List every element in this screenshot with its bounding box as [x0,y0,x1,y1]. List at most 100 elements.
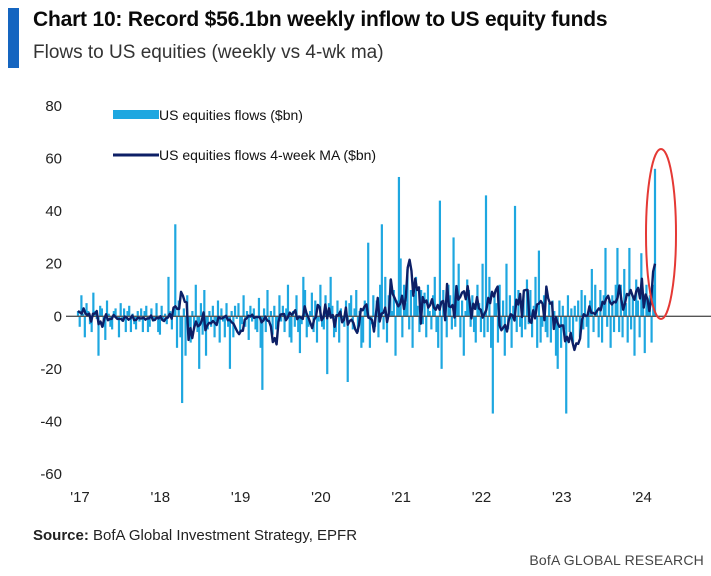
weekly-flow-bar [331,305,334,317]
weekly-flow-bar [285,308,288,317]
weekly-flow-bar [198,316,201,369]
weekly-flow-bar [524,316,527,330]
weekly-flow-bar [594,284,597,317]
weekly-flow-bar [220,308,223,317]
weekly-flow-bar [82,313,85,317]
weekly-flow-bar [401,316,404,338]
weekly-flow-bar [512,305,515,317]
weekly-flow-bar [631,295,634,317]
weekly-flow-bar [283,316,286,333]
weekly-flow-bar [124,316,127,333]
legend-label-line: US equities flows 4-week MA ($bn) [159,147,376,163]
weekly-flow-bar [315,316,319,343]
weekly-flow-bar [361,316,365,343]
weekly-flow-bar [80,295,83,317]
weekly-flow-bar [590,268,593,317]
weekly-flow-bar [565,316,568,414]
x-axis-ticks: '17 '18 '19 '20 '21 '22 '23 '24 [70,489,652,506]
weekly-flow-bar [650,316,653,343]
weekly-flow-bar [392,290,395,317]
weekly-flow-bar [254,316,257,330]
y-tick-label: -40 [40,413,62,430]
weekly-flow-bar [237,303,240,317]
weekly-flow-bar [145,305,148,317]
weekly-flow-bar [215,316,218,322]
y-tick-label: 20 [45,256,62,273]
weekly-flow-bar [414,276,418,317]
weekly-flow-bar [227,316,230,327]
weekly-flow-bar [216,300,220,317]
weekly-flow-bar [628,247,631,317]
weekly-flow-bar [181,316,184,404]
weekly-flow-bar [184,316,187,356]
weekly-flow-bar [503,316,506,356]
weekly-flow-bar [273,305,276,317]
weekly-flow-bar [257,297,261,317]
weekly-flow-bar [256,316,259,333]
weekly-flow-bar [158,316,162,335]
weekly-flow-bar [397,176,401,317]
weekly-flow-bar [239,316,242,333]
weekly-flow-bar [107,313,110,317]
weekly-flow-bar [379,284,382,317]
weekly-flow-bar [653,168,657,317]
ma-4week-line [77,258,657,352]
weekly-flow-bar [129,316,133,333]
weekly-flow-bar [162,316,165,322]
weekly-flow-bar [643,316,646,354]
weekly-flow-bar [421,316,424,325]
weekly-flow-bar [602,295,605,317]
weekly-flow-bar [119,303,122,317]
weekly-flow-bar [508,295,511,317]
weekly-flow-bar [140,308,143,317]
weekly-flow-bar [595,311,599,317]
weekly-flow-bar [350,295,353,317]
weekly-flow-bar [626,316,629,343]
weekly-flow-bar [501,300,505,317]
weekly-flow-bar [252,308,255,317]
source-text: BofA Global Investment Strategy, EPFR [93,527,358,544]
weekly-flow-bar [479,316,482,333]
brand-label: BofA GLOBAL RESEARCH [529,552,704,568]
weekly-flow-bar [575,316,578,322]
weekly-flow-bar [587,316,590,348]
weekly-flow-bar [490,316,493,348]
weekly-flow-bar [491,316,494,414]
weekly-flow-bar [268,316,271,322]
weekly-flow-bar [372,295,375,317]
weekly-flow-bar [621,316,624,338]
weekly-flow-bar [566,295,570,317]
weekly-flow-bar [635,279,638,317]
weekly-flow-bar [295,295,298,317]
weekly-flow-bar [278,295,281,317]
weekly-flow-bar [474,316,477,343]
weekly-flow-bar [437,316,440,348]
weekly-flow-bar [99,305,102,317]
weekly-flow-bar [213,316,216,338]
weekly-flow-bar [223,316,226,338]
weekly-flow-bar [307,316,310,327]
weekly-flow-bar [394,316,397,356]
legend-label-bars: US equities flows ($bn) [159,107,303,123]
weekly-flow-bar [100,308,103,317]
weekly-flow-bar [416,305,419,317]
weekly-flow-bar [305,316,308,338]
weekly-flow-bar [582,316,585,330]
weekly-flow-bar [616,247,619,317]
weekly-flow-bar [597,316,600,338]
record-highlight-ellipse [645,148,677,320]
weekly-flow-bar [592,316,595,333]
weekly-flow-bar [105,300,109,317]
weekly-flow-bar [247,316,250,340]
weekly-flow-bar [554,316,558,356]
weekly-flow-bar [232,316,235,338]
weekly-flow-bar [259,316,262,348]
weekly-flow-bar [546,316,549,338]
legend-swatch-bars [113,110,159,119]
weekly-flow-bar [353,308,356,317]
weekly-flow-bar [519,316,522,327]
weekly-flow-bar [281,305,284,317]
weekly-flow-bar [457,263,460,317]
weekly-flow-bar [585,316,588,327]
weekly-flow-bar [505,263,508,317]
